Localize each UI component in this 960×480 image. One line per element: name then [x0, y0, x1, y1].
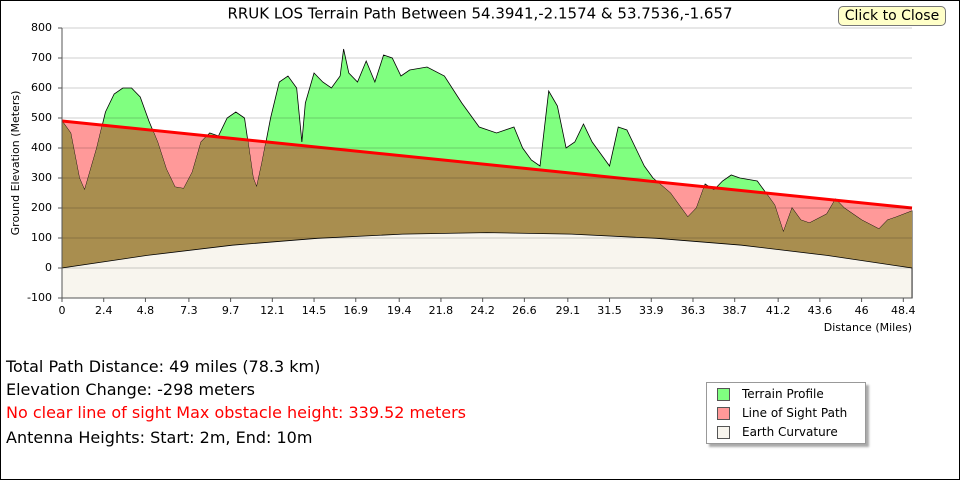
x-tick-label: 26.6	[512, 304, 537, 317]
y-tick-label: 300	[31, 171, 52, 184]
y-tick-label: 700	[31, 51, 52, 64]
legend-item: Earth Curvature	[717, 424, 838, 440]
x-axis-label: Distance (Miles)	[824, 321, 912, 334]
legend-label: Earth Curvature	[742, 425, 838, 439]
x-tick-label: 19.4	[387, 304, 412, 317]
x-tick-label: 48.4	[891, 304, 916, 317]
x-tick-label: 46	[855, 304, 869, 317]
info-line: Total Path Distance: 49 miles (78.3 km)	[6, 357, 321, 376]
x-tick-label: 33.9	[639, 304, 664, 317]
legend-swatch	[717, 426, 730, 439]
legend-swatch	[717, 388, 730, 401]
x-tick-label: 4.8	[137, 304, 155, 317]
y-axis-label: Ground Elevation (Meters)	[9, 91, 22, 236]
y-tick-label: 600	[31, 81, 52, 94]
legend-item: Line of Sight Path	[717, 405, 847, 421]
below-area	[62, 121, 912, 298]
x-tick-label: 12.1	[260, 304, 285, 317]
y-tick-label: 400	[31, 141, 52, 154]
legend-swatch	[717, 407, 730, 420]
legend-item: Terrain Profile	[717, 386, 824, 402]
x-tick-label: 36.3	[681, 304, 706, 317]
y-tick-label: -100	[27, 291, 52, 304]
x-tick-label: 16.9	[344, 304, 369, 317]
legend-label: Line of Sight Path	[742, 406, 848, 420]
x-tick-label: 14.5	[302, 304, 327, 317]
info-line: No clear line of sight Max obstacle heig…	[6, 403, 467, 422]
y-tick-label: 800	[31, 21, 52, 34]
curvature-area	[61, 232, 913, 299]
y-tick-label: 100	[31, 231, 52, 244]
x-tick-label: 7.3	[180, 304, 198, 317]
x-tick-label: 29.1	[556, 304, 581, 317]
x-tick-label: 31.5	[597, 304, 622, 317]
x-tick-label: 9.7	[222, 304, 240, 317]
y-tick-label: 0	[45, 261, 52, 274]
legend: Terrain Profile Line of Sight Path Earth C…	[706, 382, 866, 444]
x-tick-label: 0	[59, 304, 66, 317]
info-line: Elevation Change: -298 meters	[6, 380, 255, 399]
close-button[interactable]: Click to Close	[838, 6, 946, 26]
legend-label: Terrain Profile	[742, 387, 824, 401]
x-tick-label: 43.6	[808, 304, 833, 317]
info-line: Antenna Heights: Start: 2m, End: 10m	[6, 428, 313, 447]
x-tick-label: 41.2	[766, 304, 791, 317]
chart: RRUK LOS Terrain Path Between 54.3941,-2…	[9, 5, 916, 335]
y-tick-label: 500	[31, 111, 52, 124]
x-tick-label: 38.7	[722, 304, 747, 317]
x-tick-label: 21.8	[429, 304, 454, 317]
x-tick-label: 2.4	[95, 304, 113, 317]
chart-title: RRUK LOS Terrain Path Between 54.3941,-2…	[227, 5, 732, 23]
y-tick-label: 200	[31, 201, 52, 214]
x-tick-label: 24.2	[470, 304, 495, 317]
los-line	[61, 119, 913, 210]
